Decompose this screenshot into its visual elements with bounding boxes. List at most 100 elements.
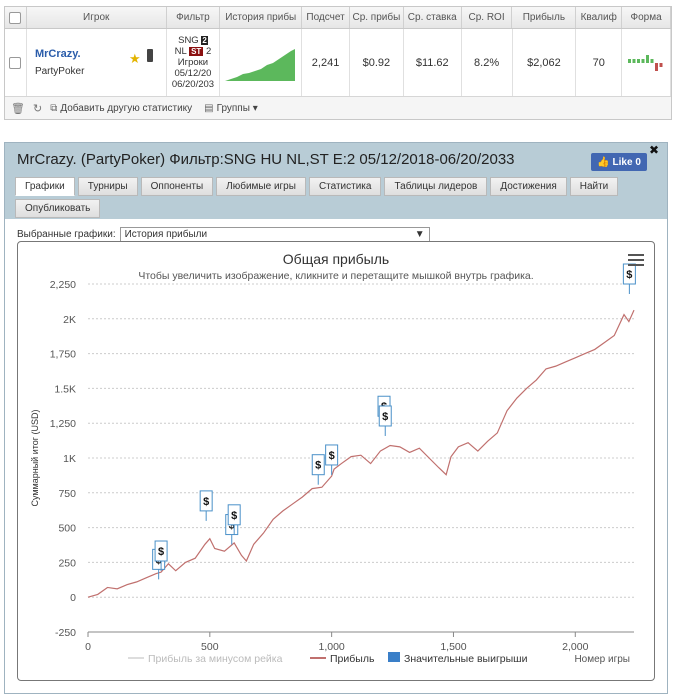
big-win-label: $ [382, 411, 388, 423]
chart-title: Общая прибыль [283, 251, 389, 267]
header-form[interactable]: Форма [622, 7, 672, 28]
tab-2[interactable]: Оппоненты [140, 177, 214, 196]
header-history[interactable]: История прибы [220, 7, 303, 28]
chart-container[interactable]: Общая прибыль Чтобы увеличить изображение… [17, 241, 655, 681]
select-all-checkbox-cell[interactable] [5, 7, 27, 28]
legend-label-profit: Прибыль [330, 653, 375, 665]
selected-charts-label: Выбранные графики: [17, 229, 116, 240]
form-cell [622, 29, 672, 96]
form-bar [655, 62, 659, 71]
stats-toolbar: 🗑 ↻ ⧉ Добавить другую статистику ▤ Группы … [5, 97, 671, 119]
tab-8[interactable]: Опубликовать [15, 199, 101, 218]
big-win-label: $ [231, 510, 237, 522]
form-bar [637, 58, 641, 63]
header-qualifier[interactable]: Квалиф [576, 7, 623, 28]
sparkline-chart [224, 48, 295, 81]
row-checkbox-cell[interactable] [5, 29, 27, 96]
header-count[interactable]: Подсчет [302, 7, 350, 28]
big-win-label: $ [315, 460, 321, 472]
tab-4[interactable]: Статистика [308, 177, 382, 196]
filter-line-5: 06/20/203 [171, 79, 215, 90]
add-stat-button[interactable]: ⧉ Добавить другую статистику [50, 103, 192, 114]
x-tick-label: 1,000 [319, 641, 345, 653]
big-win-label: $ [158, 546, 164, 558]
panel-title: MrCrazy. (PartyPoker) Фильтр:SNG HU NL,S… [17, 151, 515, 168]
trash-icon[interactable]: 🗑 [11, 102, 25, 115]
history-sparkline [220, 29, 303, 96]
close-icon[interactable]: ✖ [648, 143, 659, 157]
tab-6[interactable]: Достижения [490, 177, 567, 196]
thumbs-up-icon: 👍 [597, 156, 610, 168]
tab-bar: Графики Турниры Оппоненты Любимые игры Стати… [15, 177, 655, 221]
dropdown-arrow-icon: ▼ [414, 229, 425, 240]
player-panel: MrCrazy. (PartyPoker) Фильтр:SNG HU NL,S… [4, 142, 668, 694]
player-name-link[interactable]: MrCrazy. [34, 48, 81, 60]
big-win-flag [199, 490, 213, 512]
tab-5[interactable]: Таблицы лидеров [384, 177, 488, 196]
form-bars-chart [628, 54, 663, 71]
y-tick-label: 750 [58, 488, 76, 500]
big-win-flag [154, 540, 168, 562]
facebook-like-button[interactable]: 👍 Like 0 [591, 153, 647, 171]
qualifier-value: 70 [576, 29, 623, 96]
header-filter[interactable]: Фильтр [167, 7, 221, 28]
refresh-icon[interactable]: ↻ [32, 102, 43, 115]
filter-badge-st: ST [189, 47, 204, 56]
y-tick-label: -250 [55, 627, 76, 639]
header-player[interactable]: Игрок [27, 7, 167, 28]
tab-7[interactable]: Найти [569, 177, 619, 196]
tab-3[interactable]: Любимые игры [216, 177, 306, 196]
groups-button[interactable]: ▤ Группы ▾ [204, 103, 258, 114]
legend-label-big-wins: Значительные выигрыши [404, 653, 528, 665]
tab-0[interactable]: Графики [15, 177, 75, 196]
y-tick-label: 1K [63, 453, 76, 465]
big-win-flag [378, 405, 392, 427]
header-avg-stake[interactable]: Ср. ставка [404, 7, 462, 28]
tab-1[interactable]: Турниры [77, 177, 138, 196]
y-tick-label: 500 [58, 523, 76, 535]
avg-stake-value: $11.62 [404, 29, 462, 96]
groups-label: Группы [216, 102, 250, 114]
legend-swatch-big-wins [388, 652, 400, 662]
avg-profit-value: $0.92 [350, 29, 404, 96]
form-bar [632, 58, 636, 63]
big-win-flag [227, 504, 241, 526]
filter-cell: SNG 2 NL ST 2 Игроки 05/12/20 06/20/203 [167, 29, 221, 96]
x-tick-label: 0 [85, 641, 91, 653]
chart-select-row: Выбранные графики: История прибыли ▼ [17, 227, 430, 242]
add-stat-icon: ⧉ [50, 102, 58, 114]
filter-line-3: Игроки [177, 57, 209, 68]
count-value: 2,241 [302, 29, 350, 96]
form-bar [659, 62, 663, 67]
x-tick-label: 2,000 [562, 641, 588, 653]
profit-value: $2,062 [513, 29, 577, 96]
header-avg-profit[interactable]: Ср. прибы [350, 7, 404, 28]
star-icon: ★ [128, 51, 141, 66]
y-tick-label: 1,250 [50, 418, 76, 430]
big-win-flag [311, 454, 325, 476]
chart-subtitle: Чтобы увеличить изображение, кликните и … [138, 270, 533, 282]
y-tick-label: 2,250 [50, 279, 76, 291]
row-checkbox[interactable] [9, 56, 22, 69]
table-row: MrCrazy. PartyPoker ★ SNG 2 NL ST 2 Игро… [5, 29, 672, 97]
big-win-label: $ [229, 520, 235, 532]
y-tick-label: 0 [70, 592, 76, 604]
chart-select-value: История прибыли [124, 229, 208, 240]
like-label: Like 0 [612, 156, 641, 168]
panel-header: MrCrazy. (PartyPoker) Фильтр:SNG HU NL,S… [5, 143, 667, 219]
player-site: PartyPoker [34, 66, 85, 77]
y-tick-label: 2K [63, 314, 76, 326]
chart-menu-icon[interactable] [628, 254, 644, 266]
header-profit[interactable]: Прибыль [512, 7, 577, 28]
series-line-profit [87, 309, 635, 598]
form-bar [650, 58, 654, 63]
chart-select-dropdown[interactable]: История прибыли ▼ [119, 227, 430, 242]
select-all-checkbox[interactable] [9, 11, 22, 24]
big-win-label: $ [329, 450, 335, 462]
y-tick-label: 1,750 [50, 349, 76, 361]
groups-icon: ▤ [204, 102, 214, 114]
form-bar [641, 58, 645, 63]
x-axis-label: Номер игры [574, 654, 630, 665]
header-avg-roi[interactable]: Ср. ROI [462, 7, 513, 28]
profit-chart[interactable]: Общая прибыль Чтобы увеличить изображение… [18, 242, 654, 680]
